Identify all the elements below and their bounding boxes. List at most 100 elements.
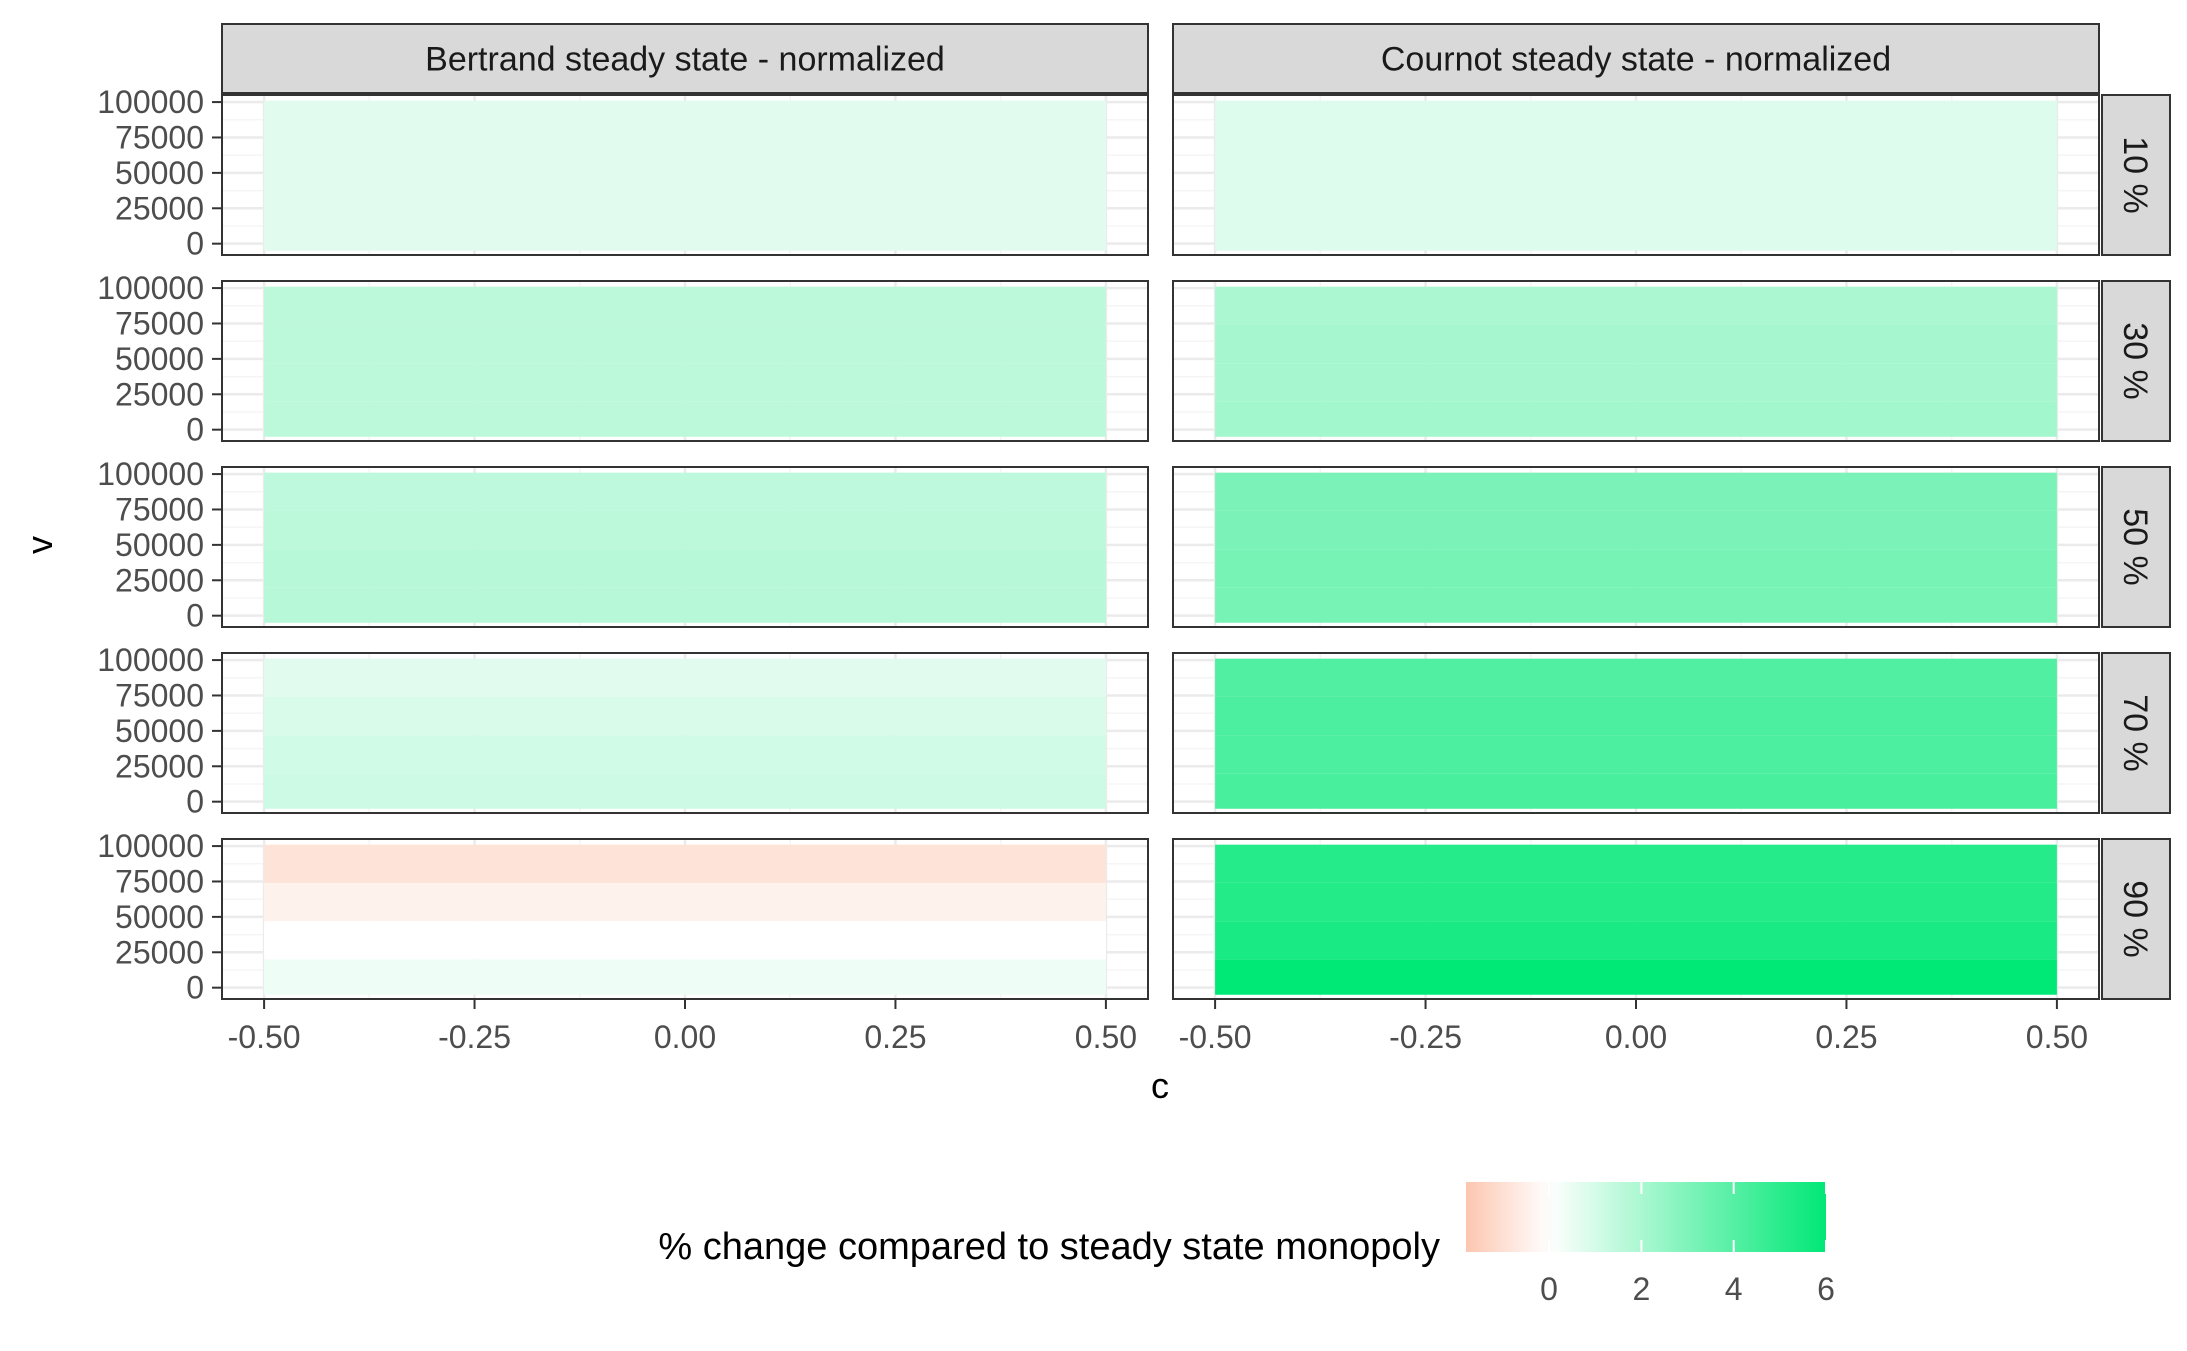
y-tick-label: 75000 [115,491,204,527]
row-strip [2101,838,2171,1000]
panel-border [1172,280,2100,442]
heat-tile [264,215,1106,251]
panel-0-0 [221,94,1149,256]
row-strip [2101,652,2171,814]
row-strip-label: 50 % [2116,508,2154,586]
legend-tick-label: 2 [1632,1271,1650,1307]
heat-tile [1215,549,2057,588]
heat-tile [1215,363,2057,402]
x-axis-title: c [1151,1065,1169,1106]
y-tick-label: 50000 [115,899,204,935]
y-tick-label: 75000 [115,677,204,713]
panels-layer [221,94,2100,1000]
heat-tile [264,773,1106,809]
column-strip [221,23,1149,94]
panel-1-1 [1172,280,2100,442]
heat-tile [264,959,1106,995]
heat-tile [1215,324,2057,364]
panel-1-4 [1172,838,2100,1000]
legend-tick-label: 4 [1725,1271,1743,1307]
column-strip-label: Bertrand steady state - normalized [425,41,945,79]
y-tick-label: 50000 [115,713,204,749]
heat-tile [264,401,1106,437]
panel-border [1172,94,2100,256]
y-tick-label: 25000 [115,748,204,784]
heat-tile [1215,472,2057,511]
x-tick-label: 0.50 [1075,1019,1137,1055]
heat-tile [1215,921,2057,960]
y-tick-label: 25000 [115,562,204,598]
y-tick-label: 0 [186,970,204,1006]
y-axis-title: v [19,536,60,554]
heat-tile [264,587,1106,623]
heat-tile [264,510,1106,550]
heat-tile [1215,959,2057,995]
panel-1-0 [1172,94,2100,256]
heat-tile [1215,510,2057,550]
heat-tile [264,549,1106,588]
heat-tile [264,177,1106,216]
y-tick-label: 25000 [115,934,204,970]
x-tick-label: 0.25 [1815,1019,1877,1055]
panel-1-3 [1172,652,2100,814]
heat-tile [264,324,1106,364]
y-tick-label: 25000 [115,190,204,226]
panel-border [221,466,1149,628]
panel-0-2 [221,466,1149,628]
y-tick-label: 0 [186,226,204,262]
heat-tile [1215,844,2057,883]
row-strip-label: 10 % [2116,136,2154,214]
x-tick-label: -0.25 [1389,1019,1462,1055]
y-tick-label: 100000 [97,642,204,678]
y-tick-label: 25000 [115,376,204,412]
y-tick-label: 100000 [97,270,204,306]
legend-title: % change compared to steady state monopo… [658,1226,1440,1268]
legend-ticks: 0 2 4 6 [1540,1182,1835,1307]
row-strip-label: 30 % [2116,322,2154,400]
row-strip [2101,94,2171,256]
legend-tick-label: 0 [1540,1271,1558,1307]
heat-tile [1215,696,2057,736]
y-tick-label: 0 [186,784,204,820]
heat-tile [1215,286,2057,325]
heat-tile [1215,215,2057,251]
y-tick-label: 50000 [115,155,204,191]
heat-tile [264,921,1106,960]
heat-tile [264,363,1106,402]
panel-border [1172,652,2100,814]
x-tick-label: 0.50 [2026,1019,2088,1055]
y-tick-label: 75000 [115,863,204,899]
y-tick-label: 100000 [97,456,204,492]
x-tick-label: -0.25 [438,1019,511,1055]
y-tick-label: 0 [186,598,204,634]
x-tick-label: 0.00 [654,1019,716,1055]
x-tick-label: -0.50 [1179,1019,1252,1055]
row-strip-label: 70 % [2116,694,2154,772]
legend-tick-label: 6 [1817,1271,1835,1307]
heat-tile [1215,882,2057,922]
heat-tile [1215,177,2057,216]
heat-tile [264,882,1106,922]
heat-tile [264,658,1106,697]
panel-border [221,652,1149,814]
y-tick-label: 100000 [97,828,204,864]
heat-tile [264,844,1106,883]
heat-tile [264,100,1106,139]
heat-tile [264,286,1106,325]
heat-tile [264,735,1106,774]
x-tick-label: 0.25 [864,1019,926,1055]
panel-0-4 [221,838,1149,1000]
y-tick-label: 100000 [97,84,204,120]
panel-border [221,280,1149,442]
panel-0-3 [221,652,1149,814]
y-tick-label: 50000 [115,341,204,377]
heat-tile [264,472,1106,511]
legend-colorbar [1466,1182,1826,1252]
y-tick-label: 50000 [115,527,204,563]
color-legend: % change compared to steady state monopo… [658,1182,1835,1307]
row-strip [2101,466,2171,628]
heat-tile [264,138,1106,178]
row-strip-label: 90 % [2116,880,2154,958]
y-tick-label: 0 [186,412,204,448]
